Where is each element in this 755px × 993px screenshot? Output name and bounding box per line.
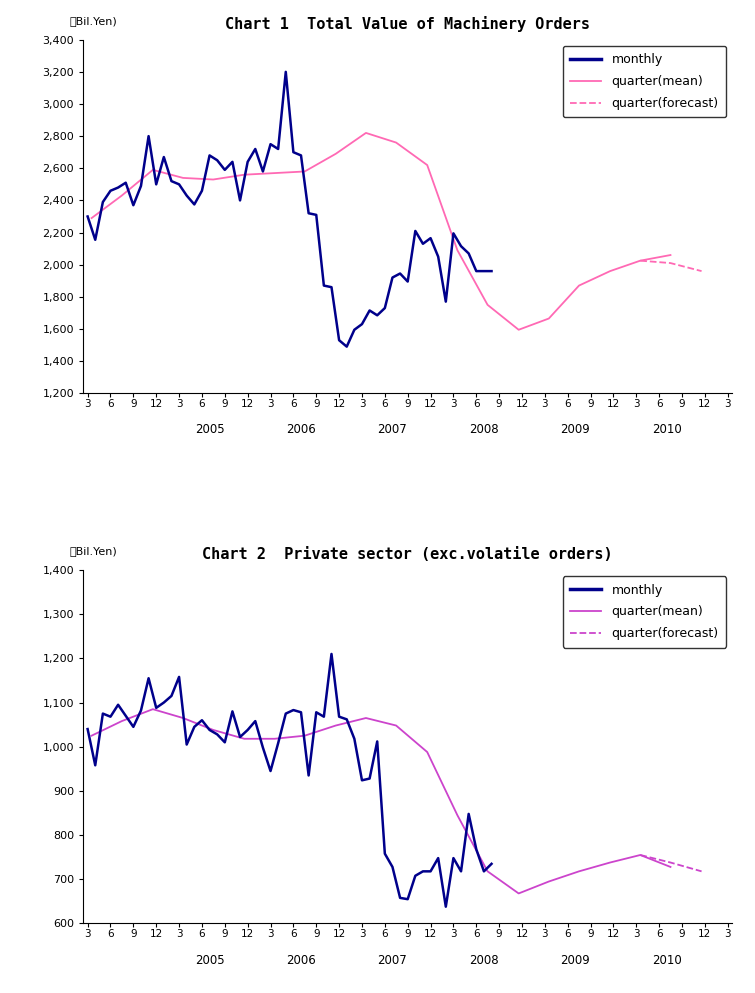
Text: 2010: 2010 (652, 953, 682, 966)
Legend: monthly, quarter(mean), quarter(forecast): monthly, quarter(mean), quarter(forecast… (562, 576, 726, 647)
Title: Chart 2  Private sector (exc.volatile orders): Chart 2 Private sector (exc.volatile ord… (202, 547, 613, 562)
Text: （Bil.Yen): （Bil.Yen) (69, 16, 117, 26)
Text: 2005: 2005 (195, 423, 224, 436)
Text: （Bil.Yen): （Bil.Yen) (69, 546, 117, 556)
Text: 2008: 2008 (469, 423, 499, 436)
Text: 2008: 2008 (469, 953, 499, 966)
Text: 2009: 2009 (560, 953, 590, 966)
Text: 2007: 2007 (378, 953, 408, 966)
Text: 2007: 2007 (378, 423, 408, 436)
Legend: monthly, quarter(mean), quarter(forecast): monthly, quarter(mean), quarter(forecast… (562, 46, 726, 117)
Title: Chart 1  Total Value of Machinery Orders: Chart 1 Total Value of Machinery Orders (225, 16, 590, 32)
Text: 2006: 2006 (286, 423, 316, 436)
Text: 2009: 2009 (560, 423, 590, 436)
Text: 2006: 2006 (286, 953, 316, 966)
Text: 2005: 2005 (195, 953, 224, 966)
Text: 2010: 2010 (652, 423, 682, 436)
